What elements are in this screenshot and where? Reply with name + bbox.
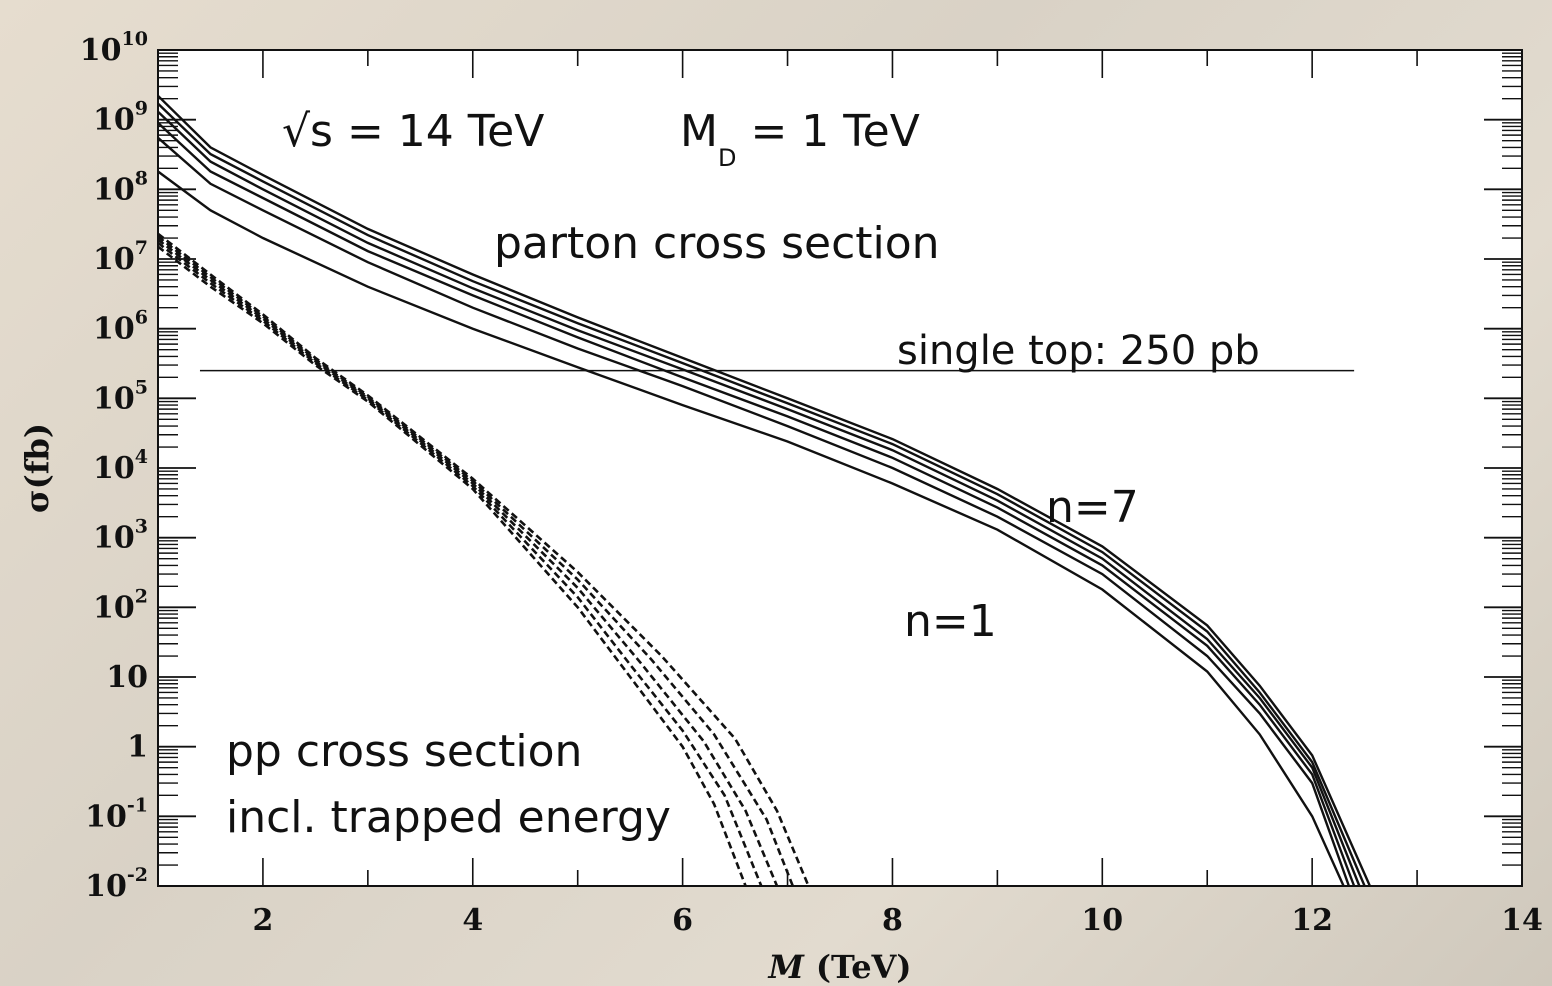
md-annotation: MD = 1 TeV (680, 106, 920, 172)
pp-series-5 (157, 232, 810, 887)
x-tick-label: 12 (1291, 903, 1333, 938)
y-tick-label: 106 (93, 307, 148, 347)
pp-series-4 (157, 235, 795, 887)
x-tick-labels: 2 4 6 8 10 12 14 (252, 903, 1542, 938)
y-axis-title: σ(fb) (18, 423, 56, 513)
x-tick-label: 8 (882, 903, 903, 938)
md-rest: = 1 TeV (736, 106, 919, 157)
y-tick-exponent: 6 (135, 307, 148, 329)
y-tick-exponent: 3 (135, 516, 148, 538)
x-axis-var: M (767, 948, 805, 986)
y-tick-exponent: 10 (122, 28, 148, 50)
md-subscript: D (718, 144, 736, 172)
y-tick-base: 1 (127, 730, 148, 765)
x-tick-label: 4 (462, 903, 483, 938)
x-tick-label: 14 (1501, 903, 1543, 938)
y-tick-exponent: -1 (127, 794, 148, 816)
y-tick-label: 107 (93, 237, 148, 277)
y-tick-base: 10 (93, 172, 135, 207)
y-tick-base: 10 (80, 33, 122, 68)
plot-frame (157, 49, 1523, 887)
y-tick-label: 10-2 (85, 864, 148, 904)
pp-series-2 (157, 241, 763, 887)
pp-annotation-line1: pp cross section (226, 726, 582, 777)
y-tick-label: 109 (93, 98, 148, 138)
y-tick-base: 10 (93, 381, 135, 416)
pp-series-3 (157, 238, 779, 887)
parton-series-n1 (157, 170, 1345, 887)
md-main: M (680, 106, 718, 157)
y-tick-base: 10 (85, 799, 127, 834)
y-tick-exponent: 8 (135, 167, 148, 189)
y-tick-label: 104 (93, 446, 148, 486)
y-tick-base: 10 (93, 103, 135, 138)
series-layer (157, 94, 1371, 887)
y-tick-label: 1010 (80, 28, 148, 68)
y-tick-label: 10-1 (85, 794, 148, 834)
y-tick-exponent: 4 (135, 446, 148, 468)
n7-annotation: n=7 (1046, 482, 1139, 533)
y-tick-base: 10 (85, 869, 127, 904)
x-axis-title: M (TeV) (767, 948, 911, 986)
y-tick-exponent: -2 (127, 864, 148, 886)
y-tick-label: 10 (106, 660, 148, 695)
x-tick-label: 6 (672, 903, 693, 938)
parton-series-n4 (157, 110, 1361, 887)
parton-series-n6 (157, 94, 1371, 887)
pp-series-1 (157, 245, 747, 887)
y-tick-label: 1 (127, 730, 148, 765)
y-tick-base: 10 (106, 660, 148, 695)
y-tick-exponent: 5 (135, 376, 148, 398)
single-top-annotation: single top: 250 pb (897, 328, 1260, 374)
y-tick-label: 103 (93, 516, 148, 556)
y-tick-base: 10 (93, 590, 135, 625)
parton-series-n2 (157, 136, 1351, 887)
x-axis-unit: (TeV) (816, 948, 912, 986)
y-tick-base: 10 (93, 521, 135, 556)
y-tick-label: 108 (93, 167, 148, 207)
y-tick-exponent: 7 (135, 237, 148, 259)
y-tick-exponent: 9 (135, 98, 148, 120)
n1-annotation: n=1 (904, 596, 997, 647)
y-tick-label: 102 (93, 585, 148, 625)
y-tick-base: 10 (93, 312, 135, 347)
parton-series-n5 (157, 102, 1366, 887)
pp-annotation-line2: incl. trapped energy (226, 792, 671, 843)
y-tick-exponent: 2 (135, 585, 148, 607)
y-tick-label: 105 (93, 376, 148, 416)
energy-annotation: √s = 14 TeV (282, 106, 544, 157)
x-tick-label: 2 (252, 903, 273, 938)
parton-series-n3 (157, 122, 1356, 887)
parton-annotation: parton cross section (494, 218, 940, 269)
y-tick-base: 10 (93, 242, 135, 277)
y-tick-base: 10 (93, 451, 135, 486)
x-tick-label: 10 (1081, 903, 1123, 938)
